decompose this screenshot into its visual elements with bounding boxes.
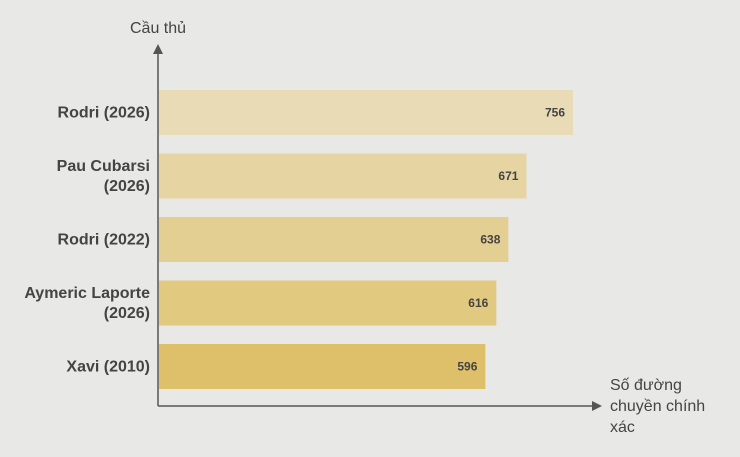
x-axis-title-line-2: chuyền chính (610, 398, 705, 415)
x-axis-title: Số đường chuyền chính xác (610, 377, 710, 436)
category-label: Pau Cubarsi (2026) (57, 158, 150, 195)
bar-value-label: 671 (498, 169, 518, 183)
category-label-line: Pau Cubarsi (57, 158, 150, 175)
bar-value-label: 638 (480, 233, 500, 247)
bar-value-label: 596 (457, 360, 477, 374)
bar (159, 217, 509, 262)
y-axis-title: Cầu thủ (130, 20, 186, 37)
x-axis-title-line-1: Số đường (610, 377, 682, 394)
category-label-line: Xavi (2010) (66, 359, 150, 376)
bar (159, 153, 527, 199)
bars-group (159, 90, 573, 389)
category-label-line: (2026) (104, 178, 150, 195)
bar (159, 344, 486, 389)
category-labels-group: Rodri (2026) Pau Cubarsi (2026) Rodri (2022… (24, 105, 150, 376)
x-axis-arrow-icon (592, 401, 602, 411)
bar (159, 280, 497, 326)
x-axis-title-line-3: xác (610, 419, 635, 436)
category-label-line: Rodri (2026) (58, 105, 150, 122)
y-axis-arrow-icon (153, 44, 163, 54)
category-label: Aymeric Laporte (2026) (24, 285, 150, 322)
bar (159, 90, 573, 135)
bar-value-label: 616 (468, 296, 488, 310)
category-label-line: Aymeric Laporte (24, 285, 150, 302)
category-label: Xavi (2010) (66, 359, 150, 376)
value-labels-group: 756 671 638 616 596 (457, 106, 565, 374)
bar-value-label: 756 (545, 106, 565, 120)
category-label-line: Rodri (2022) (58, 232, 150, 249)
category-label: Rodri (2022) (58, 232, 150, 249)
category-label-line: (2026) (104, 305, 150, 322)
category-label: Rodri (2026) (58, 105, 150, 122)
